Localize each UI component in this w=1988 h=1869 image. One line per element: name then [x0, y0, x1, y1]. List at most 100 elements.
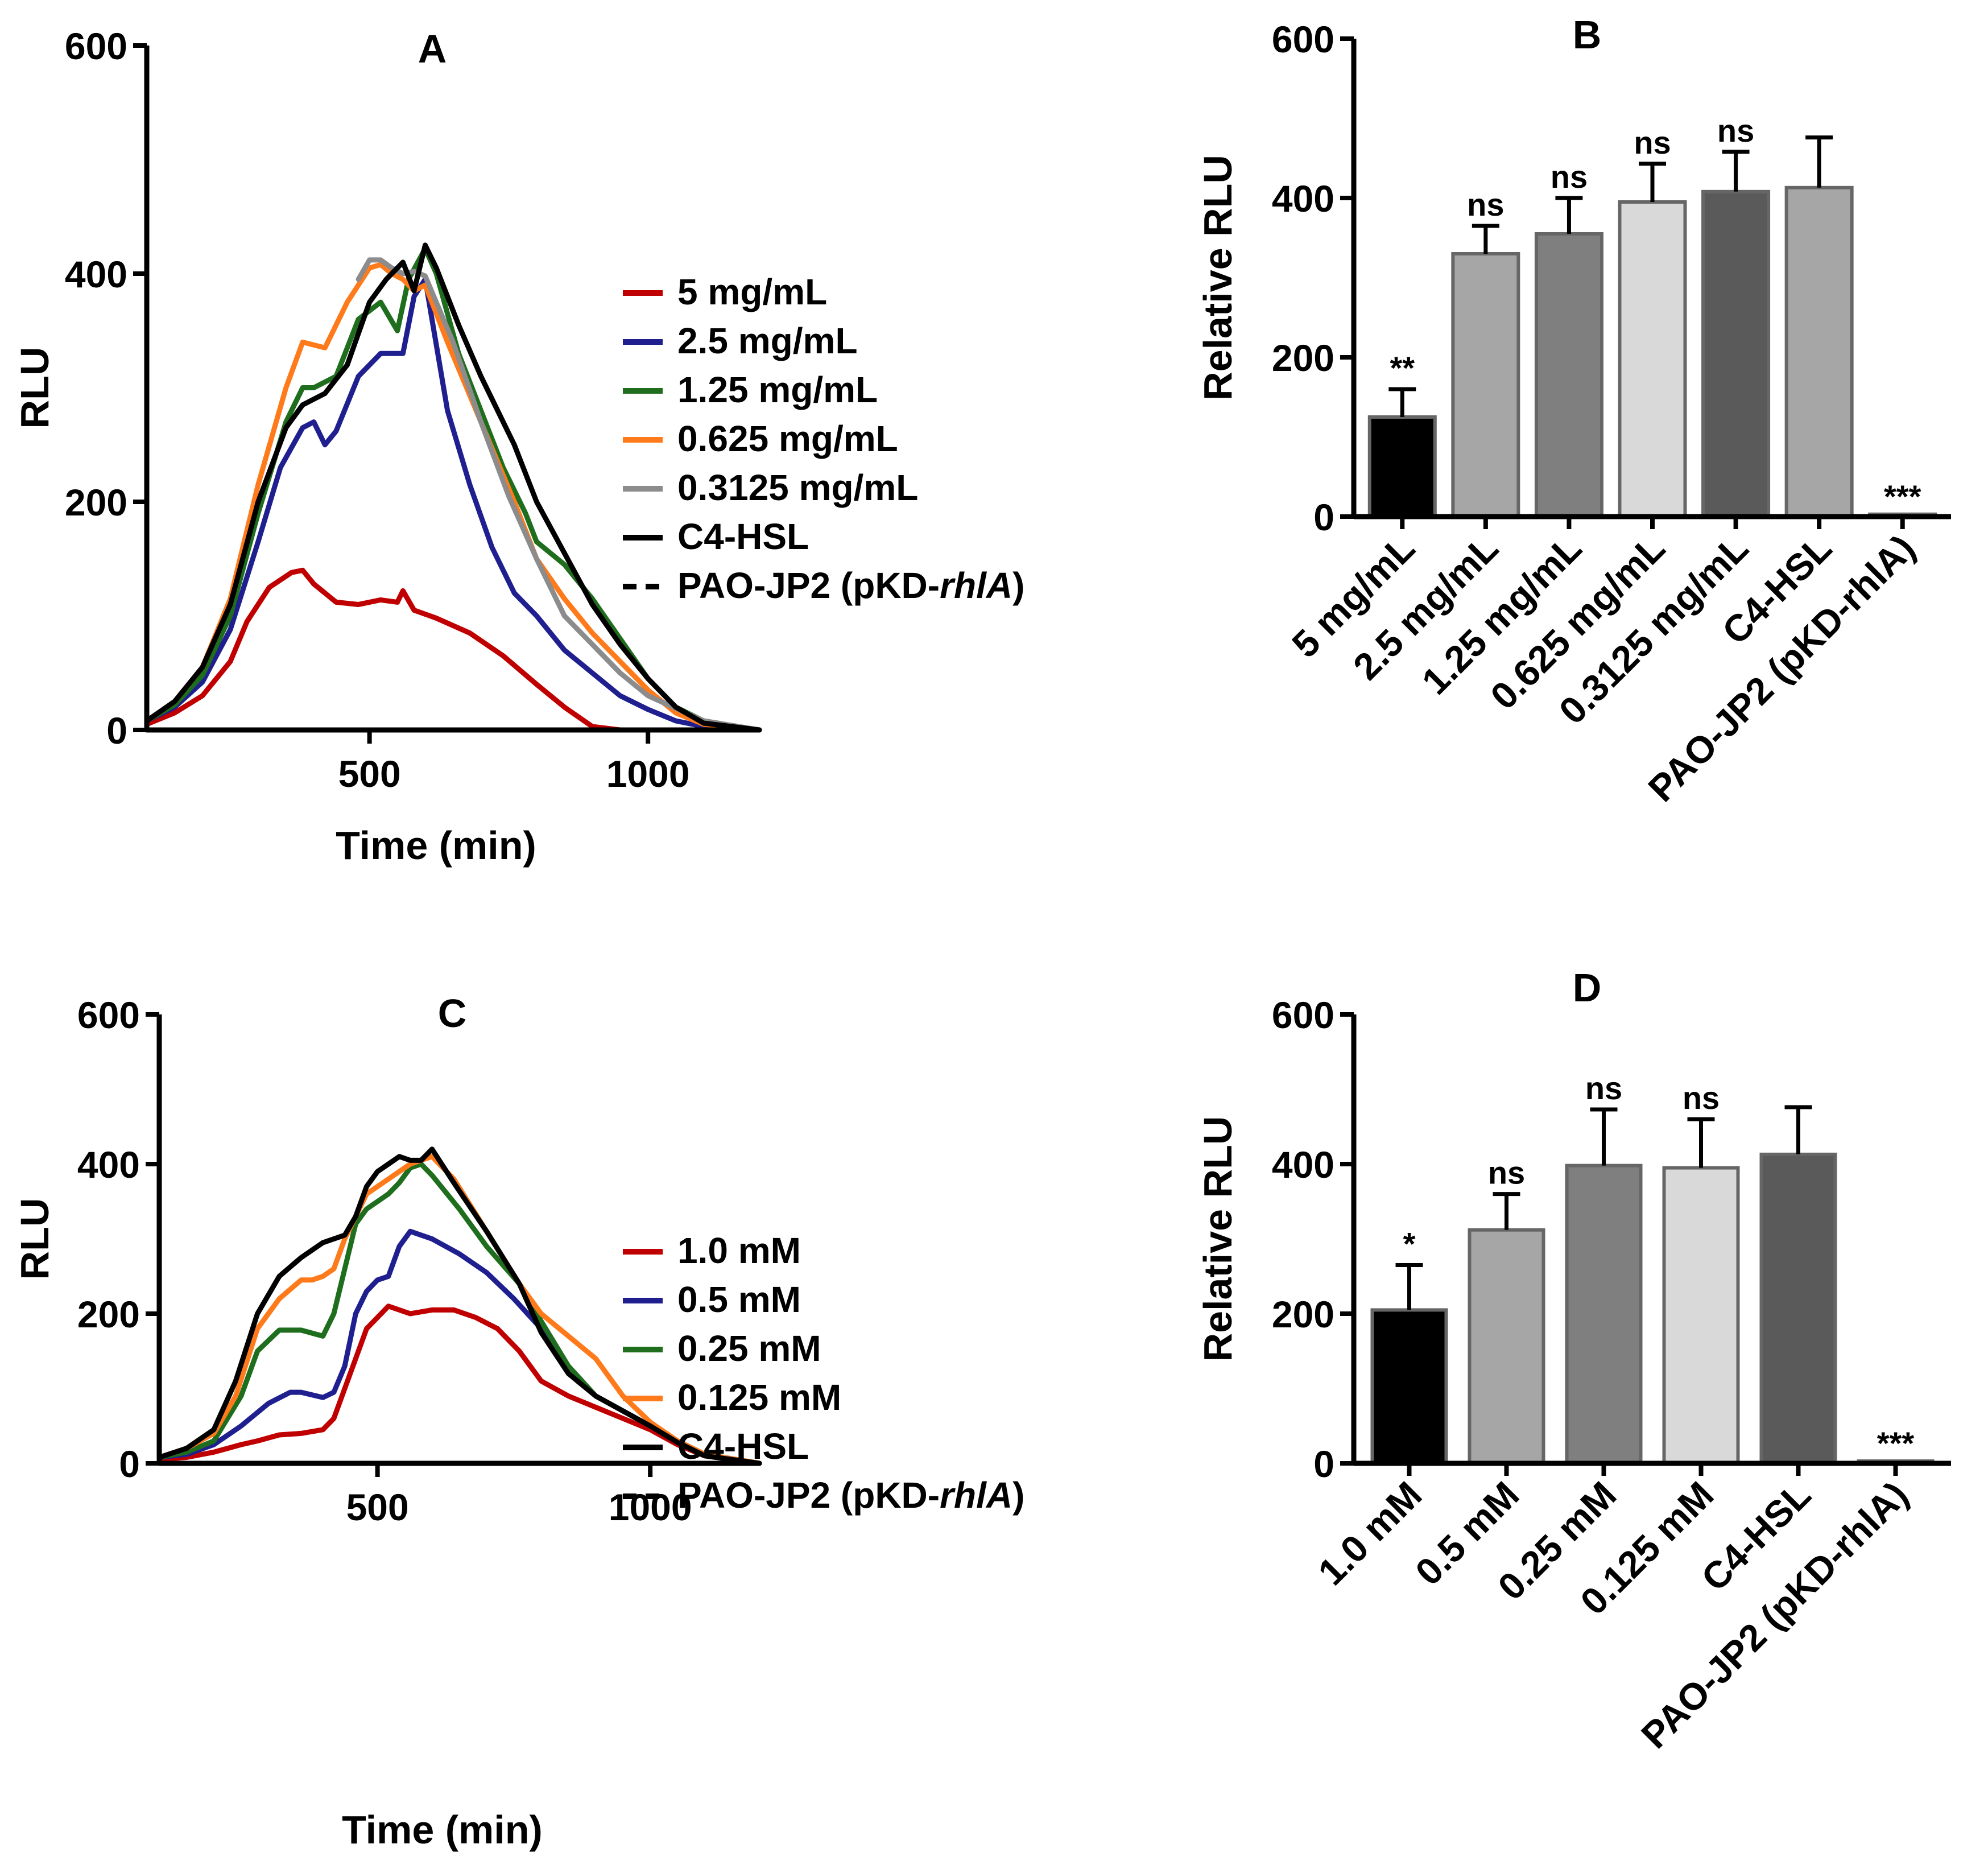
- significance-label: ***: [1877, 1425, 1915, 1461]
- y-tick-label: 600: [65, 25, 127, 67]
- legend-label: 0.125 mM: [677, 1377, 841, 1418]
- series-line-0-3125-mg-ml: [356, 257, 762, 733]
- legend-label: 5 mg/mL: [677, 271, 827, 312]
- legend-item-1-25-mg-ml: 1.25 mg/mL: [623, 369, 878, 410]
- bar-group-pao-jp2-pkd-rhla: ***: [1868, 478, 1937, 518]
- y-axis-label: Relative RLU: [1196, 1116, 1240, 1362]
- x-tick-label: 1.0 mM: [1310, 1474, 1430, 1594]
- legend-item-0-625-mg-ml: 0.625 mg/mL: [623, 418, 898, 459]
- significance-label: **: [1390, 350, 1415, 386]
- bar-group-0-125-mm: ns: [1662, 1080, 1740, 1465]
- legend-item-0-25-mm: 0.25 mM: [623, 1328, 821, 1369]
- significance-label: ns: [1717, 113, 1754, 148]
- bar-group-pao-jp2-pkd-rhla: ***: [1857, 1425, 1935, 1466]
- bar: [1451, 252, 1520, 518]
- legend-label: 1.0 mM: [677, 1230, 801, 1271]
- legend-item-pao-jp2-pkd-rhla: PAO-JP2 (pKD-rhlA): [623, 1475, 1024, 1516]
- legend-item-pao-jp2-pkd-rhla: PAO-JP2 (pKD-rhlA): [623, 565, 1024, 606]
- bar: [1565, 1164, 1643, 1465]
- significance-label: *: [1403, 1226, 1416, 1262]
- line-chart-a: 0 200 400 600 500 1000 A Time (min) RLU 5 mg/mL 2.…: [13, 25, 1024, 868]
- panel-title: A: [418, 27, 447, 71]
- legend-label: 2.5 mg/mL: [677, 320, 858, 361]
- series-line-2-5-mg-ml: [144, 277, 762, 733]
- legend-label: 1.25 mg/mL: [677, 369, 878, 410]
- bar-group-0-5-mm: ns: [1468, 1155, 1545, 1465]
- significance-label: ns: [1585, 1070, 1622, 1106]
- bar-group-1-0-mm: *: [1370, 1226, 1448, 1466]
- bar-group-c4-hsl: [1759, 1105, 1837, 1465]
- y-tick-label: 600: [1272, 18, 1334, 60]
- legend: 1.0 mM 0.5 mM 0.25 mM 0.125 mM C4-HSL PAO-JP2…: [623, 1230, 1024, 1516]
- bar-group-0-3125-mg-ml: ns: [1701, 113, 1771, 518]
- legend-item-2-5-mg-ml: 2.5 mg/mL: [623, 320, 858, 361]
- bar: [1618, 200, 1687, 518]
- y-tick-label: 600: [77, 994, 140, 1036]
- y-tick-label: 0: [1313, 1443, 1334, 1485]
- legend-label: 0.625 mg/mL: [677, 418, 898, 459]
- series-line-1-25-mg-ml: [144, 246, 762, 733]
- y-tick-label: 200: [77, 1293, 140, 1335]
- legend-label: 0.5 mM: [677, 1279, 801, 1320]
- bar: [1367, 415, 1437, 518]
- bar: [1370, 1308, 1448, 1466]
- y-tick-label: 0: [119, 1443, 140, 1485]
- legend-item-1-0-mm: 1.0 mM: [623, 1230, 801, 1271]
- series-line-5-mg-ml: [144, 567, 762, 733]
- y-tick-label: 0: [1313, 496, 1334, 538]
- legend-item-c4-hsl: C4-HSL: [623, 1426, 809, 1467]
- y-axis-label: Relative RLU: [1196, 155, 1240, 401]
- x-axis-label: Time (min): [342, 1808, 543, 1852]
- bar-group-2-5-mg-ml: ns: [1451, 187, 1520, 518]
- series-line-1-0-mm: [156, 1303, 762, 1466]
- y-tick-label: 400: [1272, 1144, 1334, 1186]
- x-tick-label: 500: [346, 1486, 409, 1528]
- y-axis-label: RLU: [13, 1198, 57, 1280]
- panel-title: B: [1573, 13, 1602, 57]
- x-tick-label: 1000: [609, 1486, 692, 1528]
- y-tick-label: 0: [106, 709, 127, 752]
- legend-label: PAO-JP2 (pKD-rhlA): [677, 1475, 1024, 1516]
- x-tick-label: 1000: [606, 753, 690, 795]
- legend-label: 0.3125 mg/mL: [677, 467, 918, 508]
- panel-title: C: [438, 991, 467, 1035]
- series-line-0-625-mg-ml: [144, 262, 762, 733]
- legend-item-5-mg-ml: 5 mg/mL: [623, 271, 827, 312]
- bar: [1662, 1166, 1740, 1465]
- y-tick-label: 200: [65, 481, 127, 523]
- legend: 5 mg/mL 2.5 mg/mL 1.25 mg/mL 0.625 mg/mL 0.3…: [623, 271, 1024, 606]
- bar: [1759, 1152, 1837, 1465]
- y-tick-label: 200: [1272, 1293, 1334, 1335]
- bar-group-0-25-mm: ns: [1565, 1070, 1643, 1465]
- bar-group-5-mg-ml: **: [1367, 350, 1437, 518]
- x-axis-label: Time (min): [336, 823, 536, 868]
- legend-label: 0.25 mM: [677, 1328, 821, 1369]
- significance-label: ns: [1634, 125, 1671, 160]
- y-tick-label: 600: [1272, 994, 1334, 1036]
- bar-group-1-25-mg-ml: ns: [1534, 159, 1603, 518]
- series-line-c4-hsl: [144, 242, 762, 733]
- significance-label: ns: [1488, 1155, 1525, 1191]
- bar: [1534, 232, 1603, 518]
- significance-label: ns: [1467, 187, 1504, 222]
- bar-group-0-625-mg-ml: ns: [1618, 125, 1687, 518]
- y-tick-label: 400: [65, 253, 127, 295]
- y-tick-label: 400: [1272, 178, 1334, 220]
- legend-item-0-5-mm: 0.5 mM: [623, 1279, 801, 1320]
- legend-label: C4-HSL: [677, 516, 809, 557]
- legend-label: C4-HSL: [677, 1426, 809, 1467]
- y-tick-label: 200: [1272, 337, 1334, 379]
- series-line-0-125-mm: [156, 1154, 762, 1466]
- y-axis-label: RLU: [13, 347, 57, 429]
- bar: [1468, 1228, 1545, 1465]
- x-tick-label: 500: [338, 753, 401, 795]
- series-line-c4-hsl: [156, 1146, 762, 1466]
- bar-group-c4-hsl: [1784, 135, 1854, 518]
- legend-label: PAO-JP2 (pKD-rhlA): [677, 565, 1024, 606]
- bar: [1701, 189, 1771, 518]
- significance-label: ns: [1683, 1080, 1720, 1116]
- significance-label: ns: [1551, 159, 1588, 195]
